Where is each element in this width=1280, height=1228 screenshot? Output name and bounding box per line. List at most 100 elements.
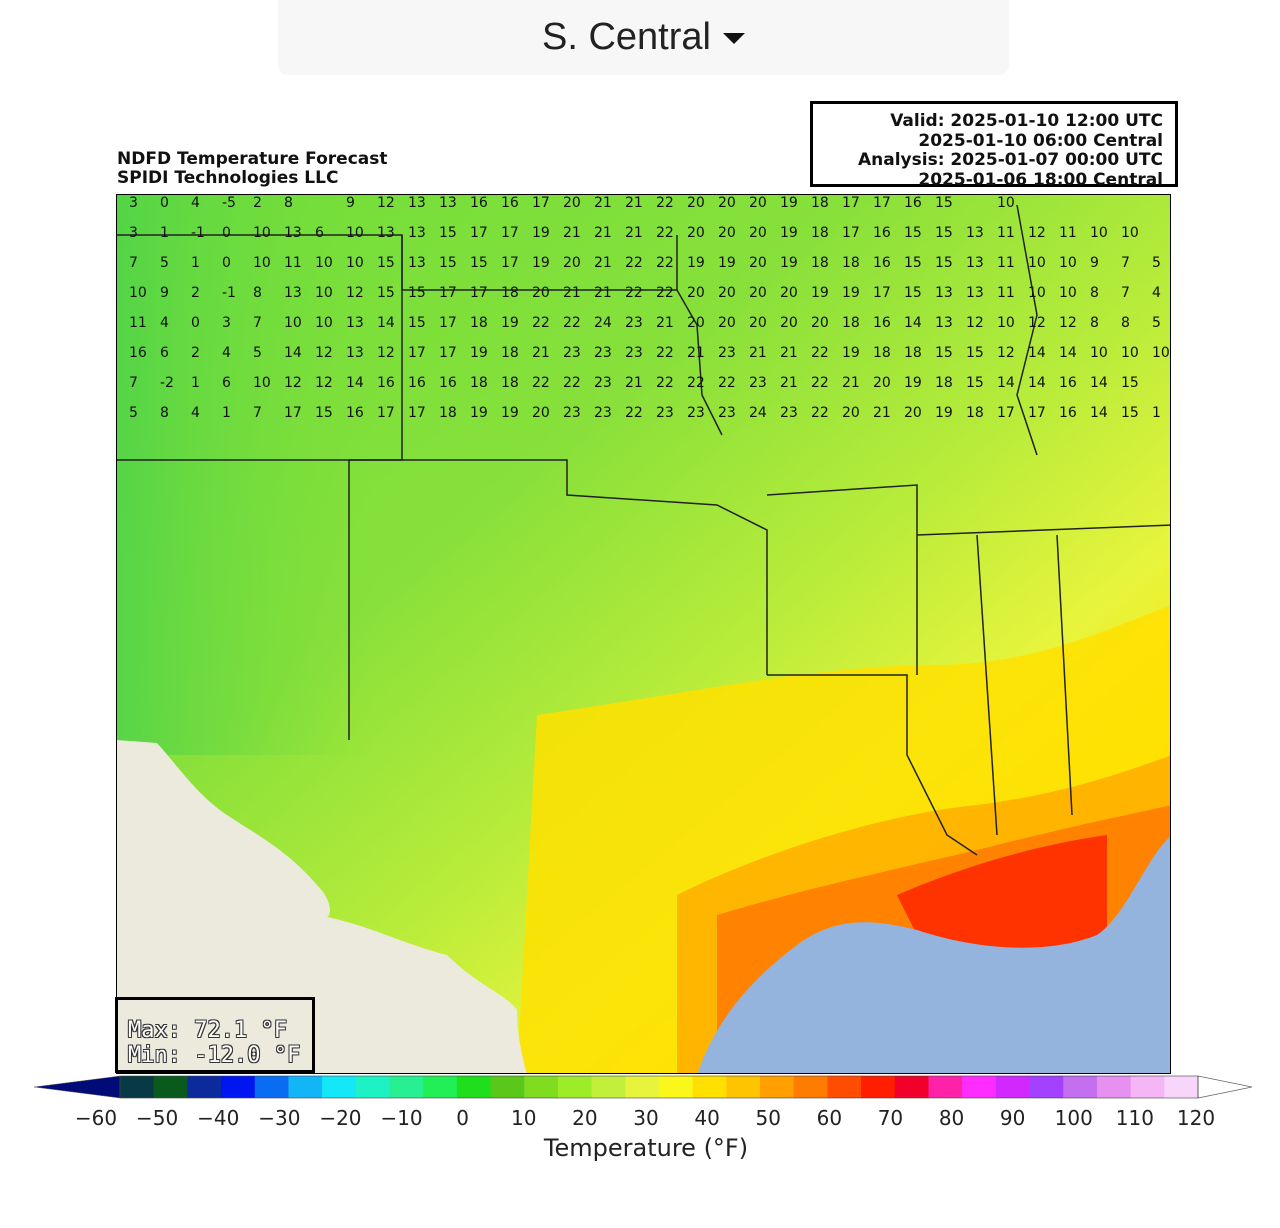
temperature-value-label: 17 — [873, 285, 891, 301]
temperature-value-label: 16 — [408, 375, 426, 391]
temperature-value-label: 18 — [904, 345, 922, 361]
temperature-value-label: 8 — [253, 285, 262, 301]
colorbar-outline — [119, 1075, 1199, 1099]
temperature-value-label: 16 — [873, 255, 891, 271]
temperature-value-label: 4 — [160, 315, 169, 331]
oklahoma-border — [349, 459, 768, 675]
temperature-value-label: 23 — [594, 405, 612, 421]
temperature-value-label: 16 — [873, 315, 891, 331]
temperature-value-label: 19 — [470, 405, 488, 421]
state-boundaries — [117, 204, 1170, 856]
colorbar-label: Temperature (°F) — [543, 1134, 749, 1162]
temperature-value-label: 21 — [563, 225, 581, 241]
temperature-value-label: 12 — [346, 285, 364, 301]
valid-line2: 2025-01-10 06:00 Central — [918, 130, 1163, 151]
temperature-value-label: 17 — [842, 225, 860, 241]
temperature-value-label: 22 — [625, 285, 643, 301]
temperature-value-label: 3 — [129, 195, 138, 211]
colorbar-tick-label: 90 — [999, 1106, 1026, 1130]
temperature-value-label: 17 — [501, 255, 519, 271]
temperature-value-label: 7 — [129, 375, 138, 391]
temperature-value-label: 23 — [687, 405, 705, 421]
temperature-value-label: 20 — [780, 285, 798, 301]
temperature-value-label: 10 — [284, 315, 302, 331]
temperature-value-label: 21 — [625, 195, 643, 211]
colorbar-tick-label: 0 — [456, 1106, 470, 1130]
colorbar-segment — [557, 1076, 593, 1098]
temperature-value-label: 1 — [191, 255, 200, 271]
temperature-value-label: 20 — [718, 225, 736, 241]
analysis-line1: Analysis: 2025-01-07 00:00 UTC — [858, 150, 1163, 170]
temperature-value-label: 14 — [1090, 405, 1108, 421]
colorbar-under-arrow — [34, 1075, 121, 1099]
temperature-value-label: 5 — [1152, 315, 1161, 331]
colorbar-segment — [827, 1076, 862, 1098]
colorbar-segment — [187, 1076, 222, 1098]
colorbar-segment — [861, 1076, 896, 1098]
temperature-value-label: 9 — [346, 195, 355, 211]
temperature-value-label: 22 — [656, 345, 674, 361]
region-selector[interactable]: S. Central — [278, 0, 1009, 75]
temperature-value-label: 10 — [1090, 225, 1108, 241]
temperature-value-label: 7 — [253, 405, 262, 421]
temperature-value-label: 16 — [470, 195, 488, 211]
max-value: Max: 72.1 °F — [128, 1018, 287, 1043]
temperature-value-label: 22 — [811, 375, 829, 391]
temperature-value-label: 6 — [160, 345, 169, 361]
temperature-value-label: 12 — [997, 345, 1015, 361]
temperature-value-label: 15 — [904, 255, 922, 271]
temperature-value-label: 20 — [749, 225, 767, 241]
temperature-value-label: 20 — [904, 405, 922, 421]
temperature-value-label: 21 — [780, 375, 798, 391]
temperature-value-label: 23 — [563, 405, 581, 421]
temperature-value-label: 23 — [718, 405, 736, 421]
temperature-value-label: 10 — [253, 225, 271, 241]
valid-time-box: Valid: 2025-01-10 12:00 UTC 2025-01-10 0… — [810, 101, 1178, 189]
temperature-value-label: 20 — [749, 195, 767, 211]
temperature-value-label: 6 — [315, 225, 324, 241]
temperature-value-label: 23 — [718, 345, 736, 361]
temperature-value-label: 12 — [284, 375, 302, 391]
temperature-value-label: 5 — [129, 405, 138, 421]
temperature-value-label: 8 — [1121, 315, 1130, 331]
temperature-value-label: 23 — [594, 375, 612, 391]
temperature-value-label: 10 — [1028, 255, 1046, 271]
temperature-value-label: 12 — [966, 315, 984, 331]
temperature-value-label: 10 — [346, 225, 364, 241]
temperature-value-label: 1 — [1152, 405, 1161, 421]
valid-line1: Valid: 2025-01-10 12:00 UTC — [890, 111, 1163, 131]
analysis-line2: 2025-01-06 18:00 Central — [918, 169, 1163, 190]
temperature-value-label: 15 — [470, 255, 488, 271]
temperature-value-label: 15 — [1121, 375, 1139, 391]
temperature-value-label: 12 — [377, 195, 395, 211]
temperature-value-label: 13 — [284, 285, 302, 301]
temperature-value-label: 3 — [129, 225, 138, 241]
temperature-value-label: 15 — [935, 255, 953, 271]
colorbar-segment — [962, 1076, 997, 1098]
temperature-value-label: 22 — [656, 195, 674, 211]
temperature-value-label: 21 — [873, 405, 891, 421]
colorbar-tick-label: 110 — [1115, 1106, 1154, 1130]
colorbar-tick-label: 10 — [511, 1106, 537, 1130]
temperature-value-label: 19 — [935, 405, 953, 421]
colorbar-segment — [1164, 1076, 1199, 1098]
temperature-value-label: 15 — [377, 285, 395, 301]
temperature-value-label: 24 — [594, 315, 612, 331]
colorbar-segment — [591, 1076, 626, 1098]
temperature-value-label: 8 — [160, 405, 169, 421]
temperature-value-label: 18 — [811, 225, 829, 241]
temperature-value-label: 21 — [594, 195, 612, 211]
temperature-value-label: 10 — [1152, 345, 1170, 361]
temperature-value-label: 22 — [718, 375, 736, 391]
colorbar-segment — [1096, 1076, 1132, 1098]
temperature-value-label: 8 — [284, 195, 293, 211]
tennessee-border — [916, 524, 1170, 536]
temperature-value-label: 1 — [160, 225, 169, 241]
region-selector-label: S. Central — [542, 16, 711, 58]
colorbar-segment — [524, 1076, 559, 1098]
temperature-value-label: 7 — [1121, 255, 1130, 271]
temperature-map-svg: 3 0 4 -5 2 8 9 12 13 13 16 16 17 20 21 21 22 20 20 20 19 18 17… — [117, 195, 1170, 1073]
colorado-border — [117, 234, 403, 461]
temperature-value-label: 15 — [966, 375, 984, 391]
temperature-value-label: 20 — [532, 405, 550, 421]
